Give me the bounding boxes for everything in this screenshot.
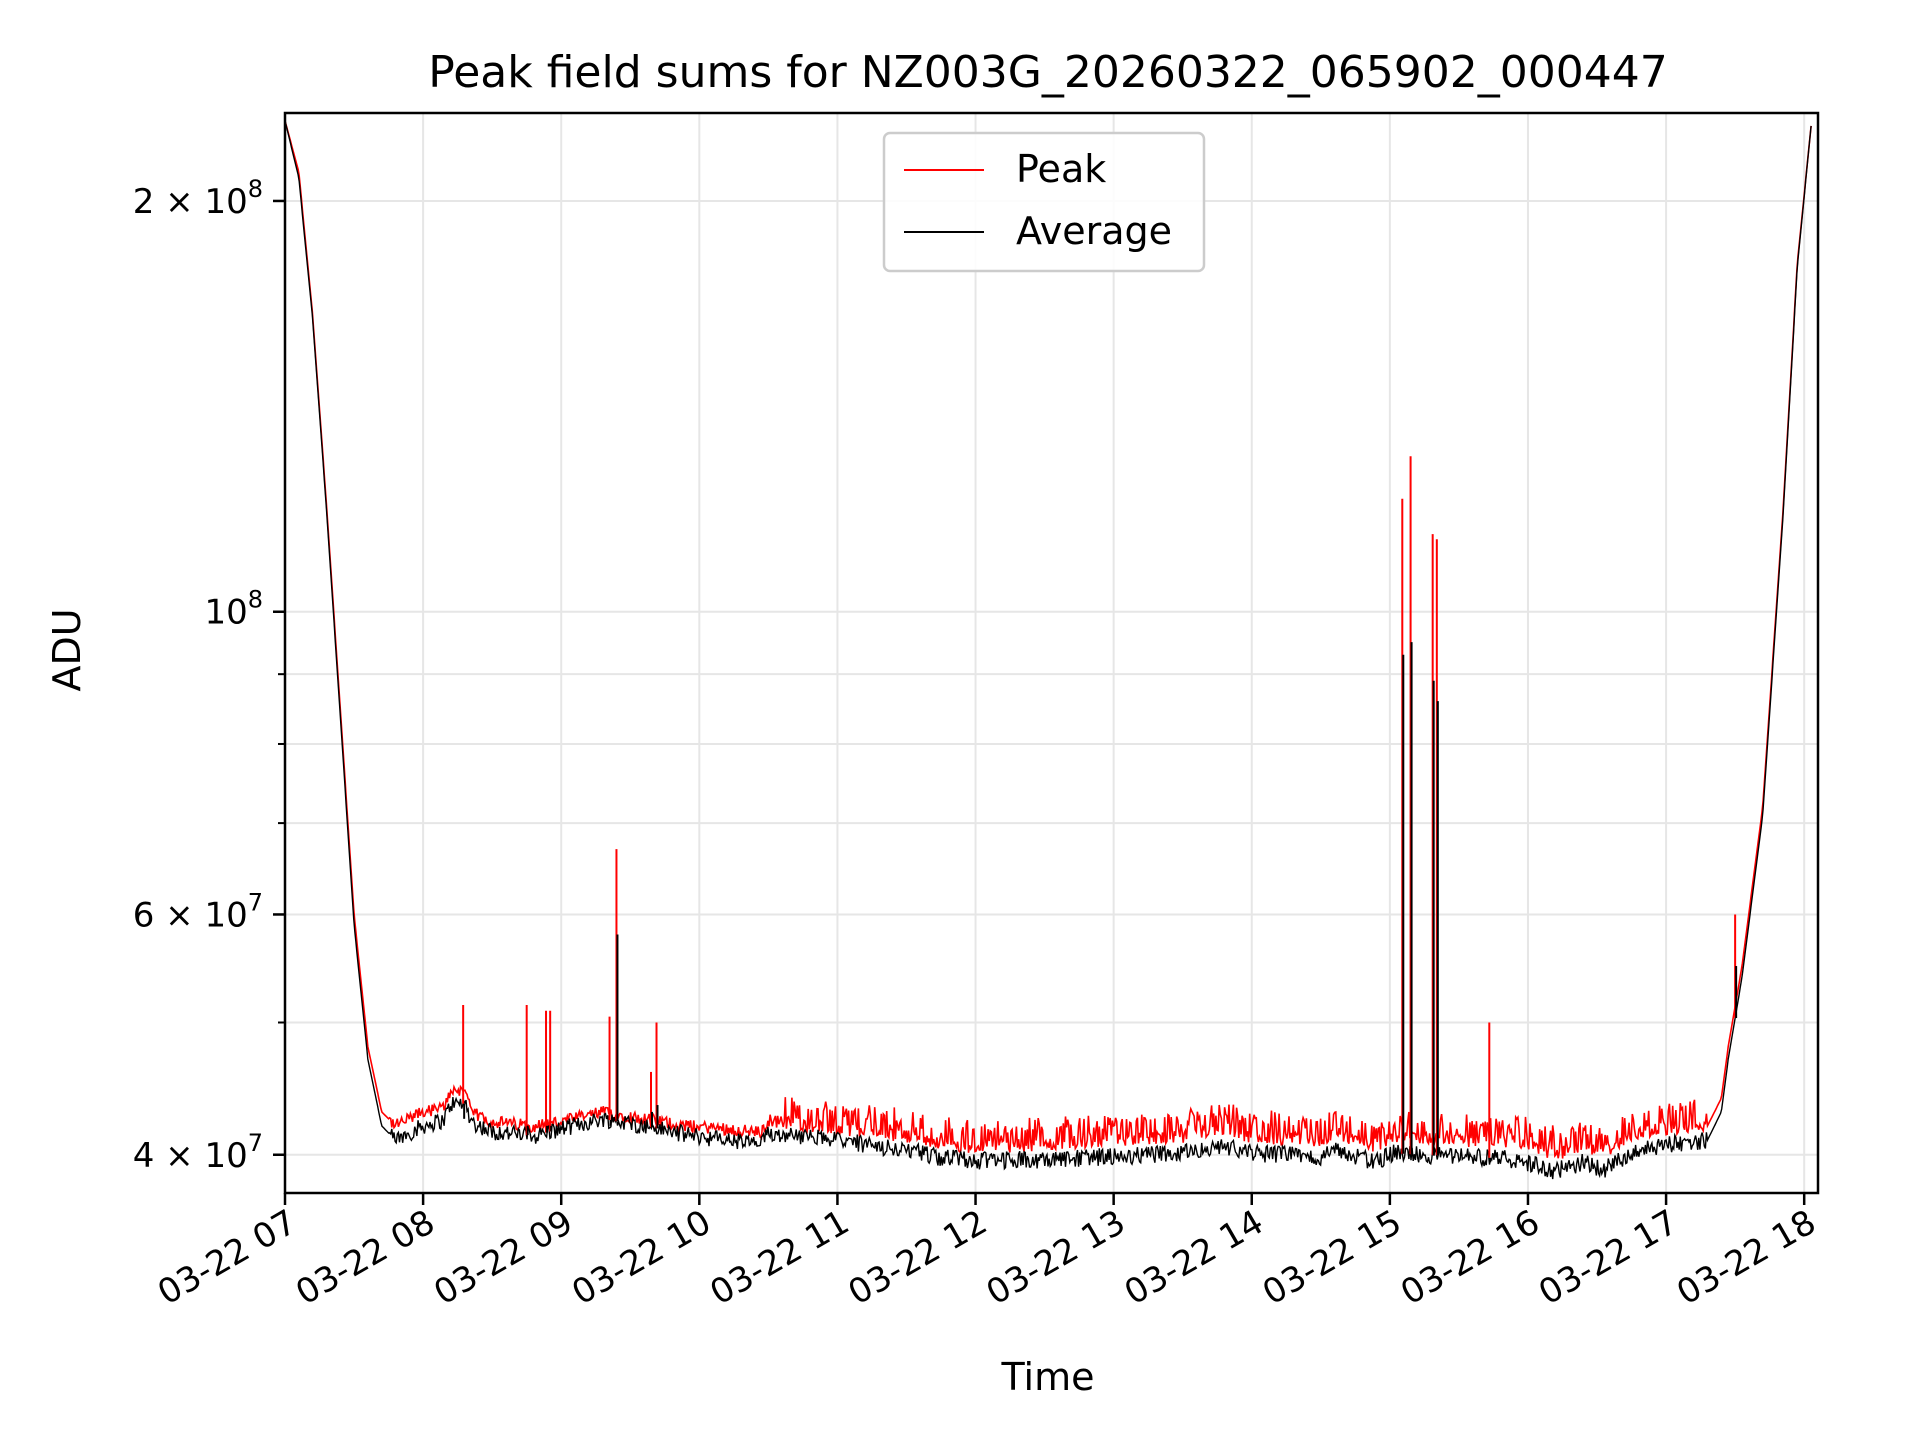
- legend-peak-label: Peak: [1016, 147, 1106, 191]
- series: [284, 120, 1812, 1180]
- y-tick-base-ten: 10: [204, 1136, 247, 1176]
- y-tick-exponent: 7: [248, 888, 263, 916]
- y-tick-base-ten: 10: [204, 895, 247, 935]
- y-tick-mantissa: 2: [133, 182, 155, 222]
- series-average-line: [284, 120, 1812, 1180]
- y-tick-times: ×: [154, 182, 204, 222]
- y-tick-base-ten: 10: [204, 182, 247, 222]
- grid: [284, 113, 1818, 1193]
- y-tick-times: ×: [154, 895, 204, 935]
- y-tick-mantissa: 6: [133, 895, 155, 935]
- plot-frame: [283, 111, 1820, 1195]
- legend-box: [882, 131, 1206, 273]
- x-axis-label: Time: [1001, 1355, 1095, 1399]
- chart-title: Peak field sums for NZ003G_20260322_0659…: [428, 47, 1667, 98]
- y-tick-label: 108: [204, 586, 263, 633]
- y-tick-times: ×: [154, 1136, 204, 1176]
- y-tick-label: 2 × 108: [133, 175, 263, 222]
- y-tick-exponent: 8: [248, 586, 263, 614]
- y-tick-label: 4 × 107: [133, 1129, 263, 1176]
- y-tick-label: 6 × 107: [133, 888, 263, 935]
- y-tick-exponent: 8: [248, 175, 263, 203]
- y-axis-label: ADU: [45, 608, 89, 691]
- y-tick-mantissa: 4: [133, 1136, 155, 1176]
- y-tick-exponent: 7: [248, 1129, 263, 1157]
- series-peak-line: [284, 120, 1812, 1159]
- legend-average-label: Average: [1016, 209, 1172, 253]
- legend: Peak Average: [882, 131, 1206, 273]
- y-tick-base-ten: 10: [204, 593, 247, 633]
